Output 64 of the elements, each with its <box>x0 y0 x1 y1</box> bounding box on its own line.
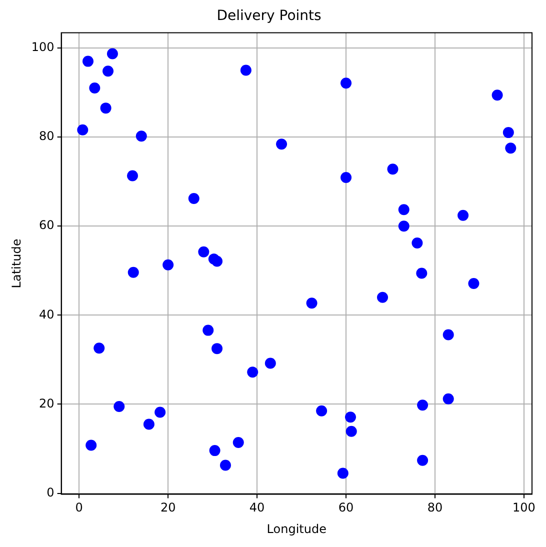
point <box>188 192 200 204</box>
point <box>264 358 276 369</box>
point <box>346 426 357 437</box>
point <box>89 82 100 94</box>
x-tick-label: 80 <box>427 500 443 515</box>
point <box>126 170 138 182</box>
point <box>492 90 503 101</box>
point <box>468 278 480 290</box>
point <box>417 400 428 411</box>
point <box>316 405 328 416</box>
point <box>102 66 114 77</box>
point <box>94 342 105 354</box>
point <box>212 343 223 354</box>
point <box>502 127 514 138</box>
y-tick-label: 40 <box>39 307 54 322</box>
point <box>344 412 356 423</box>
y-tick-label: 20 <box>39 396 54 410</box>
point <box>340 172 352 184</box>
point <box>114 400 125 412</box>
x-tick-label: 100 <box>512 500 536 515</box>
point <box>398 204 410 216</box>
point <box>377 292 388 303</box>
point <box>77 124 88 136</box>
point <box>162 259 174 270</box>
point <box>442 329 454 340</box>
point <box>106 48 118 60</box>
y-tick-label: 80 <box>39 129 54 144</box>
point <box>128 266 139 278</box>
point <box>198 246 210 258</box>
point <box>86 440 97 451</box>
point <box>306 298 318 309</box>
point <box>220 460 231 471</box>
point <box>100 102 112 114</box>
point <box>340 78 352 89</box>
point <box>387 164 398 175</box>
point <box>505 142 516 154</box>
y-axis-title: Latitude <box>9 238 24 288</box>
x-tick-label: 60 <box>338 500 354 515</box>
point <box>398 220 410 232</box>
point <box>337 468 348 479</box>
point <box>417 454 428 466</box>
point <box>276 138 288 150</box>
x-tick-label: 0 <box>75 500 83 515</box>
point <box>416 268 428 279</box>
point <box>458 210 469 221</box>
point <box>240 64 252 76</box>
y-tick-label: 100 <box>31 40 54 54</box>
point <box>209 445 220 456</box>
point <box>212 256 223 267</box>
point <box>232 437 244 448</box>
x-tick-label: 40 <box>249 500 265 515</box>
y-tick-label: 0 <box>46 485 54 500</box>
x-axis-title: Longitude <box>266 522 326 536</box>
point <box>202 324 214 336</box>
y-tick-label: 60 <box>39 218 54 232</box>
point <box>247 366 258 378</box>
chart-title: Delivery Points <box>216 8 322 24</box>
point <box>154 406 166 418</box>
x-tick-label: 20 <box>160 500 176 515</box>
point <box>412 238 423 249</box>
point <box>442 393 454 404</box>
point <box>143 418 154 430</box>
point <box>82 56 94 67</box>
point <box>136 130 147 142</box>
